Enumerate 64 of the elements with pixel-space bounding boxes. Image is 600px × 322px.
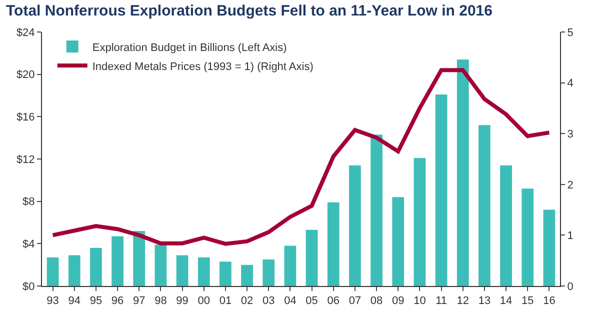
x-tick-label: 07 bbox=[348, 295, 362, 308]
x-tick-label: 16 bbox=[543, 295, 556, 308]
y2-tick-label: 3 bbox=[567, 128, 574, 140]
bar bbox=[284, 246, 296, 286]
x-tick-label: 02 bbox=[240, 295, 254, 308]
x-tick-label: 12 bbox=[456, 295, 470, 308]
y-tick-label: $8 bbox=[22, 196, 35, 208]
bar bbox=[500, 165, 512, 286]
x-tick-label: 93 bbox=[46, 295, 59, 308]
bar bbox=[241, 264, 253, 286]
y-tick-label: $0 bbox=[22, 280, 35, 293]
y2-tick-label: 2 bbox=[567, 179, 574, 192]
y2-tick-label: 1 bbox=[567, 230, 574, 242]
y2-tick-label: 5 bbox=[567, 26, 574, 39]
legend-label: Exploration Budget in Billions (Left Axis) bbox=[92, 42, 287, 54]
x-tick-label: 08 bbox=[370, 295, 383, 308]
x-tick-label: 94 bbox=[68, 295, 81, 308]
x-tick-label: 05 bbox=[306, 295, 318, 308]
bar bbox=[306, 230, 318, 286]
y-tick-label: $12 bbox=[16, 154, 35, 166]
bar bbox=[478, 125, 490, 286]
y-tick-label: $16 bbox=[16, 112, 35, 124]
bar bbox=[133, 230, 146, 286]
x-tick-label: 10 bbox=[414, 295, 426, 308]
bar bbox=[262, 260, 275, 286]
bar bbox=[392, 197, 404, 286]
y2-tick-label: 0 bbox=[567, 280, 574, 293]
bar bbox=[68, 255, 80, 286]
bar bbox=[522, 188, 534, 286]
bar bbox=[176, 255, 188, 286]
bar bbox=[414, 158, 426, 286]
bar bbox=[198, 257, 210, 286]
y-tick-label: $20 bbox=[16, 69, 35, 82]
x-tick-label: 00 bbox=[198, 295, 210, 308]
x-tick-label: 04 bbox=[284, 295, 296, 308]
bar bbox=[154, 244, 167, 286]
x-tick-label: 96 bbox=[111, 295, 124, 308]
x-tick-label: 98 bbox=[154, 295, 167, 308]
x-tick-label: 11 bbox=[436, 295, 447, 308]
chart-title: Total Nonferrous Exploration Budgets Fell to an 11-Year Low in 2016 bbox=[6, 2, 492, 20]
y-tick-label: $24 bbox=[16, 26, 35, 39]
y-tick-label: $4 bbox=[22, 238, 35, 251]
x-tick-label: 99 bbox=[176, 295, 188, 308]
bar bbox=[327, 202, 340, 286]
bar bbox=[220, 262, 232, 286]
x-tick-label: 14 bbox=[500, 295, 512, 308]
bar bbox=[46, 257, 59, 286]
bar bbox=[349, 165, 361, 286]
x-tick-label: 06 bbox=[327, 295, 340, 308]
legend-label: Indexed Metals Prices (1993 = 1) (Right Axis) bbox=[92, 60, 314, 73]
x-tick-label: 13 bbox=[478, 295, 491, 308]
x-tick-label: 03 bbox=[262, 295, 275, 308]
bar bbox=[112, 236, 124, 286]
bar bbox=[90, 248, 102, 286]
x-tick-label: 01 bbox=[219, 295, 232, 308]
x-tick-label: 09 bbox=[392, 295, 404, 308]
x-tick-label: 95 bbox=[90, 295, 102, 308]
x-tick-label: 97 bbox=[133, 295, 146, 308]
bar bbox=[456, 60, 469, 286]
x-tick-label: 15 bbox=[522, 295, 534, 308]
bar bbox=[543, 210, 556, 286]
bar bbox=[370, 134, 382, 286]
bar bbox=[435, 94, 448, 286]
y2-tick-label: 4 bbox=[567, 78, 574, 90]
